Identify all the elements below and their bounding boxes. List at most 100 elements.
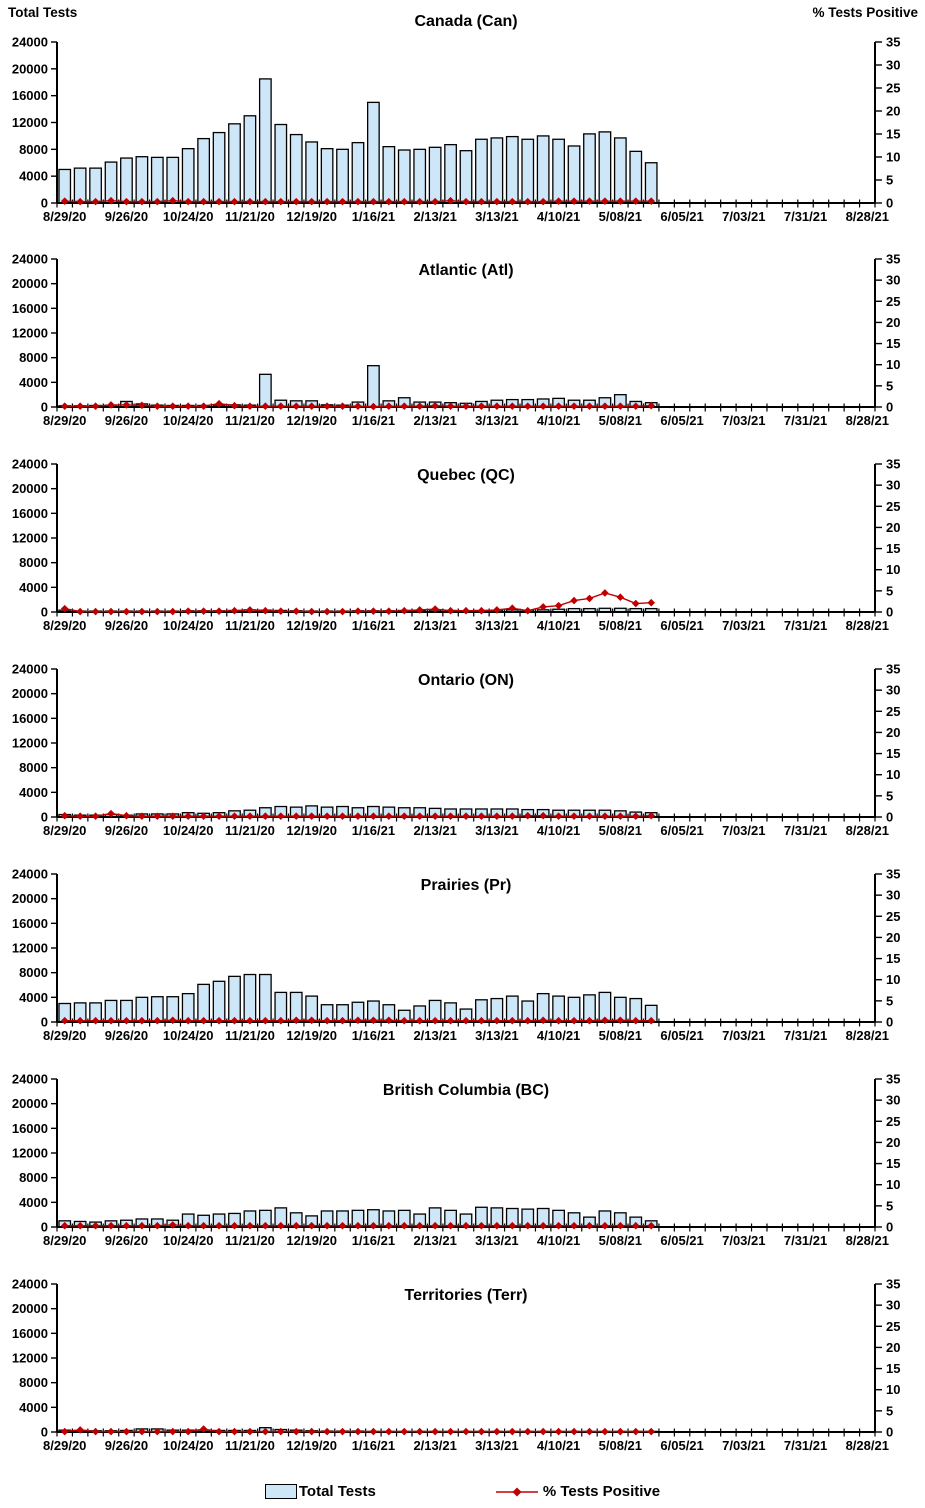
x-axis-date-label: 8/28/21 xyxy=(846,413,889,428)
x-axis-date-label: 2/13/21 xyxy=(413,413,456,428)
pct-positive-point xyxy=(447,607,455,615)
total-tests-bar xyxy=(476,139,488,203)
left-axis-tick-label: 16000 xyxy=(12,1326,48,1341)
left-axis-tick-label: 8000 xyxy=(19,1170,48,1185)
pct-positive-point xyxy=(524,607,532,615)
total-tests-bar xyxy=(275,125,287,203)
x-axis-date-label: 4/10/21 xyxy=(537,1438,580,1453)
pct-positive-point xyxy=(447,1428,455,1436)
left-axis-tick-label: 24000 xyxy=(12,35,48,50)
pct-positive-point xyxy=(92,608,100,616)
right-axis-tick-label: 35 xyxy=(886,1277,900,1292)
pct-positive-point xyxy=(400,607,408,615)
pct-positive-point xyxy=(385,1428,393,1436)
chart-title-atlantic-atl: Atlantic (Atl) xyxy=(418,262,513,279)
total-tests-swatch-icon xyxy=(265,1484,297,1499)
total-tests-bar xyxy=(213,133,225,203)
pct-positive-point xyxy=(308,1428,316,1436)
right-axis-tick-label: 30 xyxy=(886,273,900,288)
x-axis-date-label: 10/24/20 xyxy=(163,413,214,428)
total-tests-bar xyxy=(121,158,133,203)
right-axis-tick-label: 10 xyxy=(886,1382,900,1397)
left-axis-tick-label: 24000 xyxy=(12,867,48,882)
x-axis-date-label: 5/08/21 xyxy=(599,1233,642,1248)
left-axis-tick-label: 12000 xyxy=(12,531,48,546)
x-axis-date-label: 10/24/20 xyxy=(163,823,214,838)
x-axis-date-label: 2/13/21 xyxy=(413,1438,456,1453)
pct-positive-point xyxy=(292,607,300,615)
x-axis-date-label: 12/19/20 xyxy=(286,413,337,428)
legend-item-pct-positive: % Tests Positive xyxy=(494,1483,660,1500)
x-axis-date-label: 7/31/21 xyxy=(784,413,827,428)
total-tests-bar xyxy=(414,149,426,203)
total-tests-bar xyxy=(244,975,256,1022)
total-tests-bar xyxy=(213,981,225,1022)
total-tests-bar xyxy=(260,79,272,203)
left-axis-tick-label: 16000 xyxy=(12,506,48,521)
left-axis-tick-label: 20000 xyxy=(12,481,48,496)
left-axis-tick-label: 4000 xyxy=(19,169,48,184)
left-axis-tick-label: 8000 xyxy=(19,760,48,775)
chart-panel-atlantic-atl: Atlantic (Atl)04000800012000160002000024… xyxy=(0,245,925,445)
total-tests-bar xyxy=(445,145,457,203)
pct-positive-point xyxy=(92,812,100,820)
chart-title-british-columbia-bc: British Columbia (BC) xyxy=(383,1082,549,1099)
total-tests-bar xyxy=(522,139,534,203)
pct-positive-point xyxy=(323,402,331,410)
pct-positive-point xyxy=(586,595,594,603)
right-axis-tick-label: 30 xyxy=(886,478,900,493)
x-axis-date-label: 10/24/20 xyxy=(163,209,214,224)
x-axis-date-label: 8/29/20 xyxy=(43,413,86,428)
pct-positive-point xyxy=(61,1428,69,1436)
right-axis-tick-label: 10 xyxy=(886,767,900,782)
total-tests-bar xyxy=(167,157,179,203)
x-axis-date-label: 9/26/20 xyxy=(105,413,148,428)
total-tests-bar xyxy=(321,149,333,203)
x-axis-date-label: 8/29/20 xyxy=(43,1233,86,1248)
left-axis-tick-label: 24000 xyxy=(12,1277,48,1292)
pct-positive-point xyxy=(231,607,239,615)
x-axis-date-label: 4/10/21 xyxy=(537,1028,580,1043)
pct-positive-point xyxy=(370,1428,378,1436)
x-axis-date-label: 8/28/21 xyxy=(846,209,889,224)
pct-positive-point xyxy=(184,1428,192,1436)
left-axis-tick-label: 20000 xyxy=(12,891,48,906)
pct-positive-point xyxy=(617,593,625,601)
pct-positive-point xyxy=(339,402,347,410)
x-axis-date-label: 12/19/20 xyxy=(286,823,337,838)
pct-positive-point xyxy=(539,1428,547,1436)
pct-positive-point xyxy=(308,608,316,616)
right-axis-tick-label: 5 xyxy=(886,1403,893,1418)
pct-positive-point xyxy=(601,1428,609,1436)
x-axis-date-label: 11/21/20 xyxy=(225,1438,275,1453)
total-tests-bar xyxy=(90,168,102,203)
right-axis-tick-label: 15 xyxy=(886,1156,900,1171)
x-axis-date-label: 12/19/20 xyxy=(286,1233,337,1248)
x-axis-date-label: 6/05/21 xyxy=(660,1438,703,1453)
left-axis-tick-label: 12000 xyxy=(12,736,48,751)
right-axis-tick-label: 5 xyxy=(886,1198,893,1213)
right-axis-tick-label: 35 xyxy=(886,662,900,677)
x-axis-date-label: 2/13/21 xyxy=(413,209,456,224)
x-axis-date-label: 6/05/21 xyxy=(660,1028,703,1043)
x-axis-date-label: 8/29/20 xyxy=(43,1028,86,1043)
right-axis-tick-label: 30 xyxy=(886,888,900,903)
pct-positive-point xyxy=(107,1428,115,1436)
x-axis-date-label: 6/05/21 xyxy=(660,823,703,838)
x-axis-date-label: 7/03/21 xyxy=(722,1233,765,1248)
right-axis-tick-label: 35 xyxy=(886,867,900,882)
x-axis-date-label: 6/05/21 xyxy=(660,413,703,428)
pct-positive-point xyxy=(647,1428,655,1436)
chart-title-prairies-pr: Prairies (Pr) xyxy=(421,877,512,894)
x-axis-date-label: 7/03/21 xyxy=(722,1438,765,1453)
x-axis-date-label: 7/03/21 xyxy=(722,209,765,224)
x-axis-date-label: 7/31/21 xyxy=(784,209,827,224)
x-axis-date-label: 10/24/20 xyxy=(163,1233,214,1248)
right-axis-title: % Tests Positive xyxy=(812,5,918,20)
pct-positive-point xyxy=(107,608,115,616)
right-axis-tick-label: 35 xyxy=(886,35,900,50)
total-tests-bar xyxy=(260,975,272,1022)
total-tests-bar xyxy=(630,151,642,203)
left-axis-tick-label: 4000 xyxy=(19,785,48,800)
right-axis-tick-label: 10 xyxy=(886,562,900,577)
